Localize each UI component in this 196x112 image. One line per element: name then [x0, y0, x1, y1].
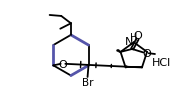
Text: H: H — [131, 33, 138, 42]
Text: Br: Br — [82, 78, 93, 88]
Text: O: O — [133, 31, 142, 41]
Text: N: N — [125, 37, 134, 47]
Text: O: O — [142, 49, 151, 59]
Text: O: O — [59, 59, 67, 69]
Text: HCl: HCl — [152, 57, 172, 67]
